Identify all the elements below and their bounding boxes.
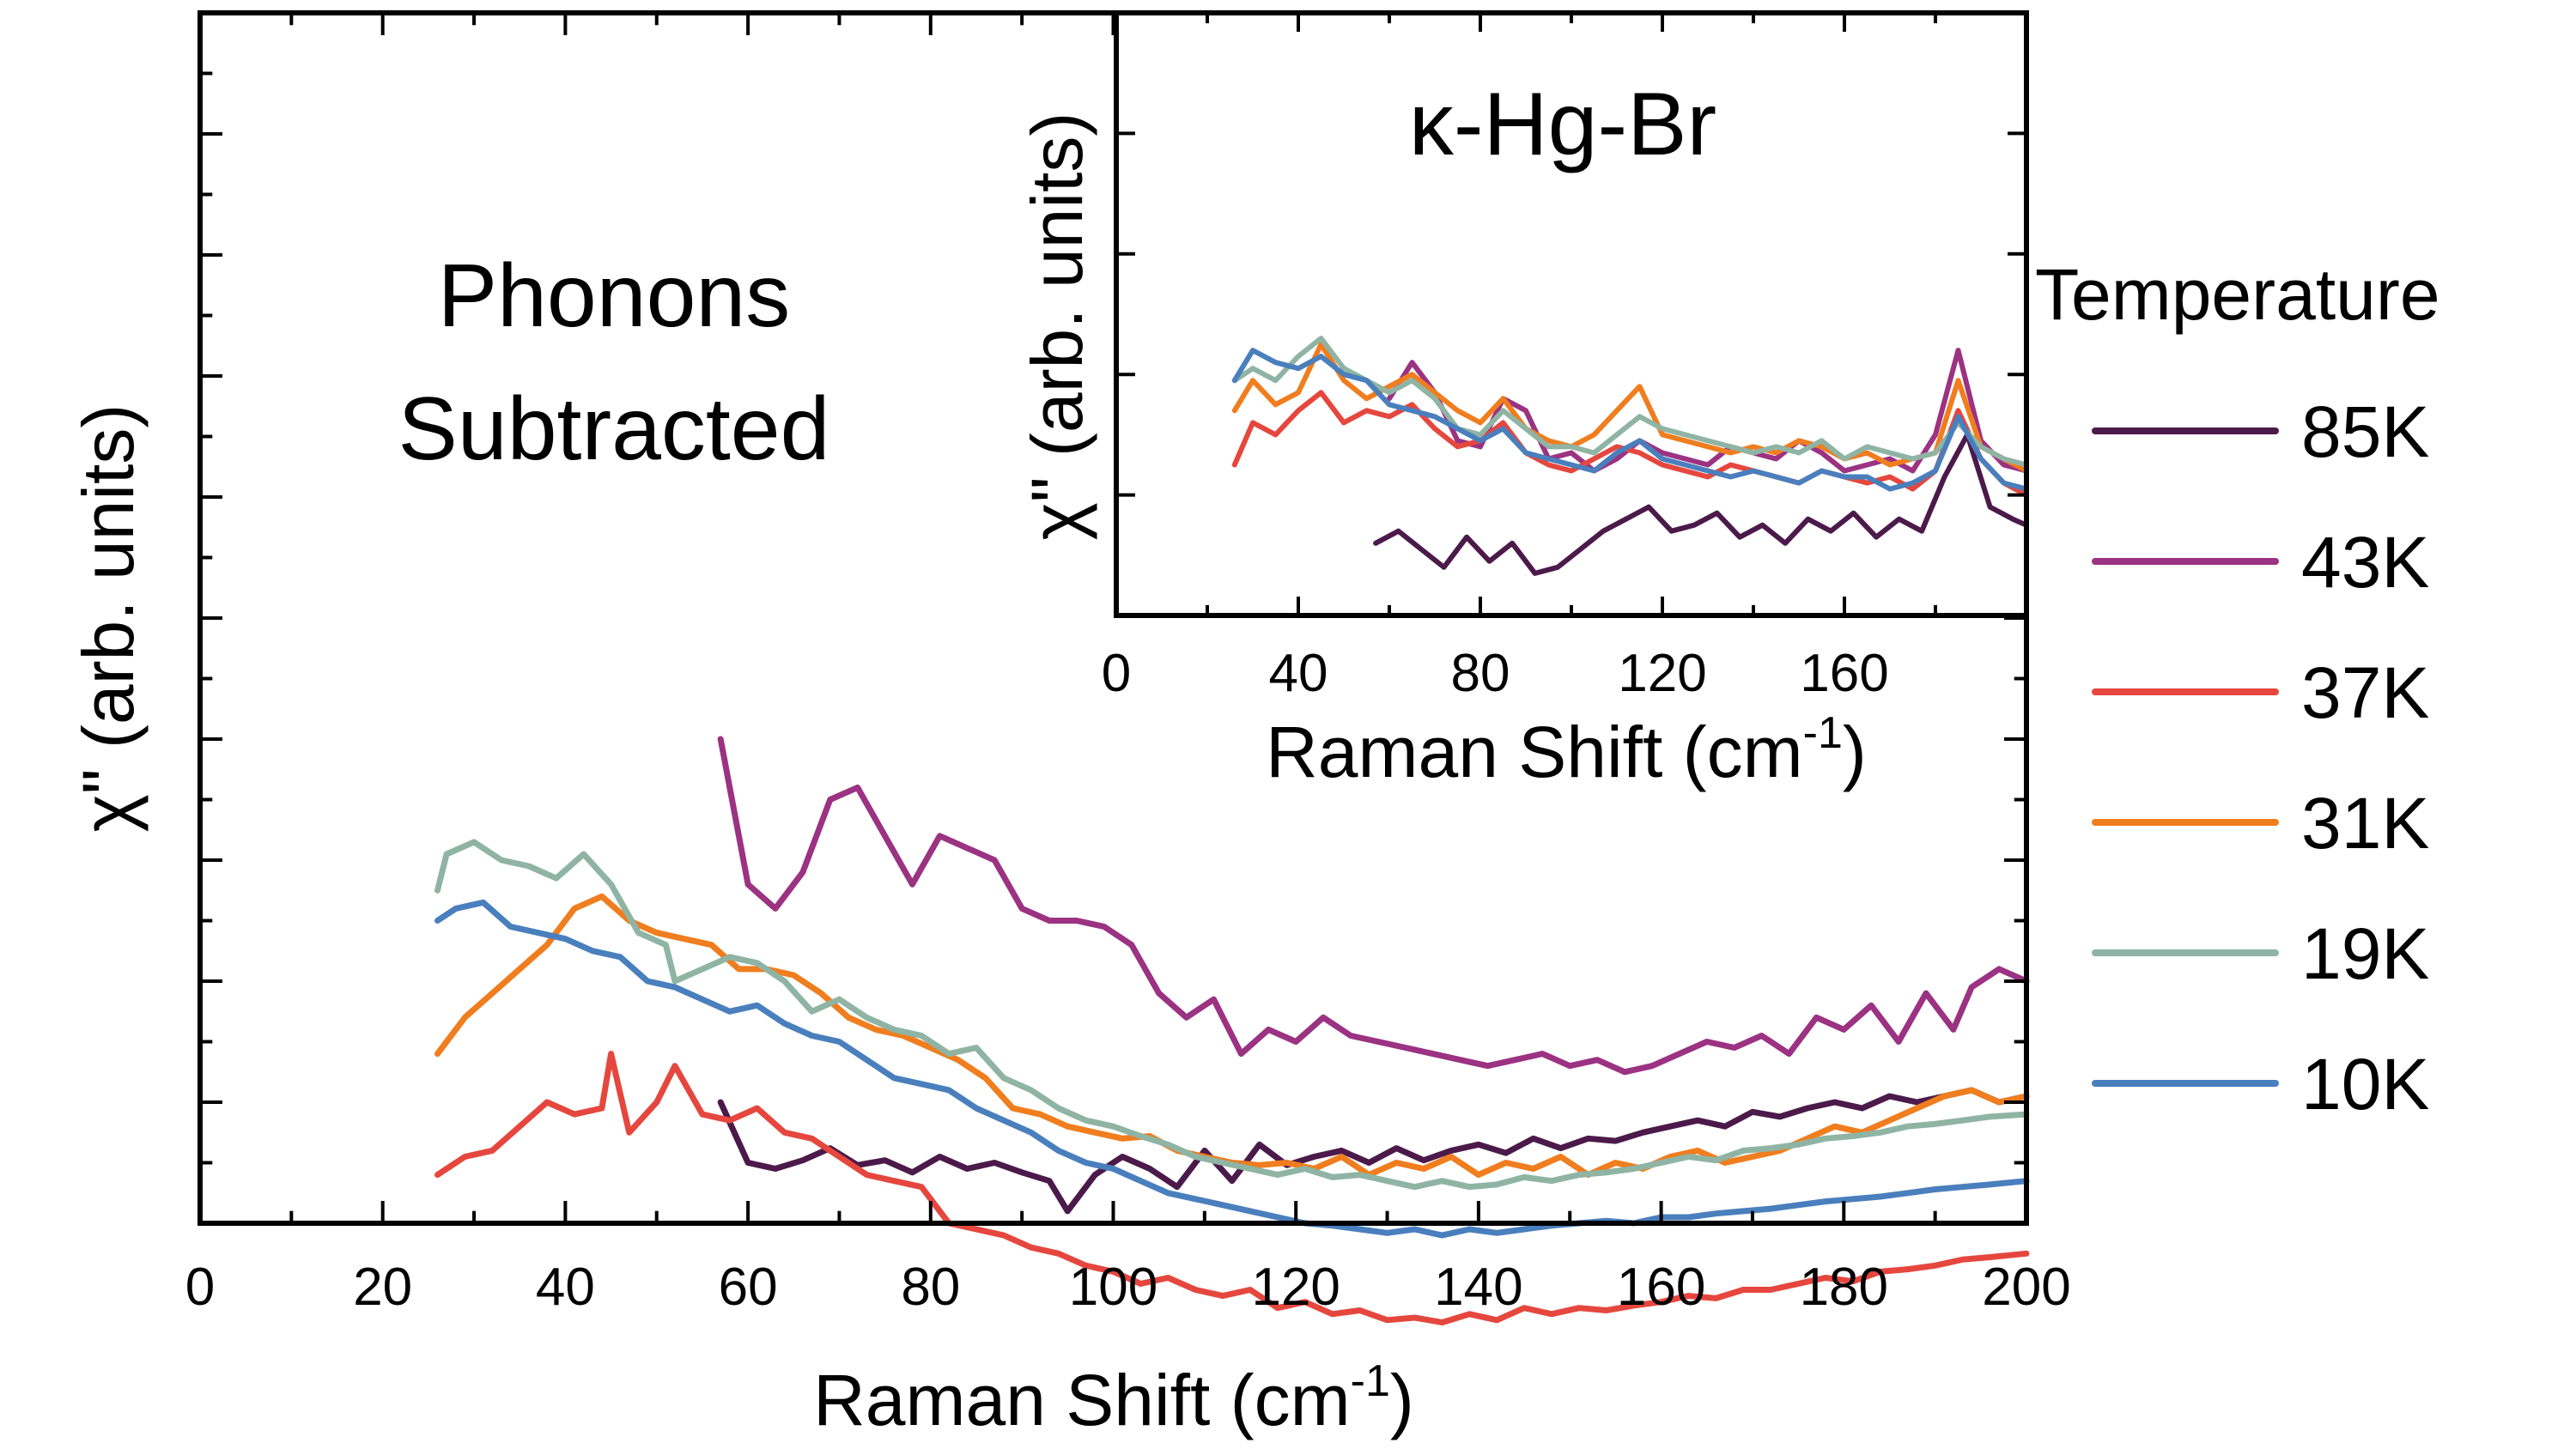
- inset-series-37K-line: [1231, 390, 2029, 498]
- main-series-43K-line: [717, 736, 2030, 1076]
- legend-label-31K: 31K: [2301, 783, 2429, 864]
- main-x-tick-label-140: 140: [1434, 1258, 1522, 1317]
- main-chart: 0 20 40 60 80 100 120 140 160 180 200 Phonons Subt…: [68, 10, 2071, 1440]
- legend-title: Temperature: [2035, 254, 2440, 335]
- main-x-tick-label-180: 180: [1800, 1258, 1888, 1317]
- legend: Temperature 85K 43K 37K 31K 19K 10K: [2035, 254, 2440, 1125]
- main-x-tick-label-0: 0: [185, 1258, 215, 1317]
- legend-label-43K: 43K: [2301, 522, 2429, 603]
- main-x-axis-label-sup: -1: [1351, 1356, 1390, 1406]
- inset-x-tick-label-120: 120: [1618, 644, 1706, 703]
- inset-x-tick-label-0: 0: [1102, 644, 1131, 703]
- inset-y-axis-label: χ" (arb. units): [1017, 112, 1097, 541]
- main-y-axis-label: χ" (arb. units): [68, 404, 149, 833]
- main-x-tick-labels: 0 20 40 60 80 100 120 140 160 180 200: [185, 1258, 2071, 1317]
- main-series-37K-line: [434, 1051, 2030, 1326]
- main-annotation-line2: Subtracted: [398, 379, 830, 479]
- main-x-axis-label-close: ): [1390, 1360, 1414, 1440]
- legend-entries: 85K 43K 37K 31K 19K 10K: [2092, 391, 2429, 1125]
- inset-x-axis-label: Raman Shift (cm-1): [1266, 708, 1867, 792]
- main-x-tick-label-20: 20: [353, 1258, 412, 1317]
- main-x-tick-label-60: 60: [719, 1258, 778, 1317]
- main-series-85K-line: [717, 1087, 2030, 1215]
- inset-series-lines: [1231, 336, 2029, 576]
- inset-title: κ-Hg-Br: [1409, 75, 1716, 174]
- main-series-lines: [434, 736, 2030, 1326]
- main-x-axis-label: Raman Shift (cm-1): [813, 1356, 1414, 1440]
- inset-x-axis-label-close: ): [1843, 712, 1867, 792]
- inset-x-axis-label-sup: -1: [1803, 708, 1843, 758]
- inset-x-tick-label-40: 40: [1269, 644, 1328, 703]
- main-x-tick-label-80: 80: [901, 1258, 960, 1317]
- inset-series-10K-line: [1231, 348, 2029, 492]
- inset-x-tick-labels: 0 40 80 120 160: [1102, 644, 1889, 703]
- inset-series-85K-line: [1373, 432, 2029, 576]
- legend-label-10K: 10K: [2301, 1044, 2429, 1125]
- legend-label-37K: 37K: [2301, 652, 2429, 733]
- legend-label-19K: 19K: [2301, 913, 2429, 994]
- main-annotation-line1: Phonons: [438, 246, 791, 346]
- inset-ticks: [1115, 13, 2026, 615]
- inset-x-axis-label-text: Raman Shift (cm: [1266, 712, 1803, 792]
- inset-x-tick-label-160: 160: [1800, 644, 1888, 703]
- inset-background: [1116, 13, 2026, 615]
- inset-x-tick-label-80: 80: [1451, 644, 1510, 703]
- main-x-axis-label-text: Raman Shift (cm: [813, 1360, 1351, 1440]
- inset-chart: 0 40 80 120 160 κ-Hg-Br Raman Shift (cm-1) χ…: [1017, 10, 2029, 792]
- main-x-tick-label-40: 40: [536, 1258, 595, 1317]
- main-series-19K-line: [434, 839, 2030, 1191]
- main-x-tick-label-100: 100: [1069, 1258, 1157, 1317]
- main-x-tick-label-160: 160: [1617, 1258, 1705, 1317]
- main-x-tick-label-120: 120: [1251, 1258, 1340, 1317]
- inset-series-31K-line: [1231, 342, 2029, 474]
- main-series-10K-line: [434, 899, 2030, 1239]
- main-x-tick-label-200: 200: [1982, 1258, 2070, 1317]
- legend-label-85K: 85K: [2301, 391, 2429, 472]
